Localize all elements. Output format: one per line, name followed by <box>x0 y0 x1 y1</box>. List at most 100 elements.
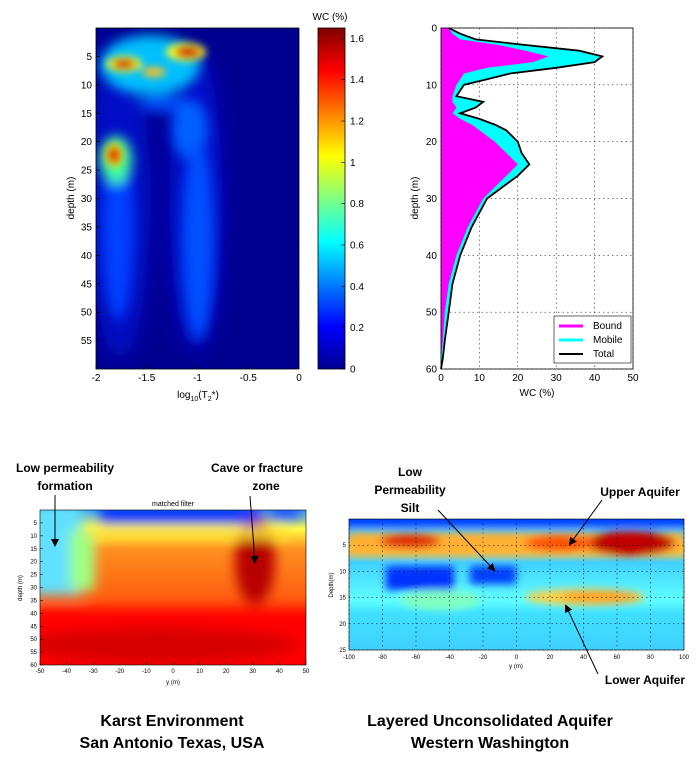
wash-upper-left-red <box>380 534 440 548</box>
profile-ticks: 0 10 20 30 40 50 0 10 20 30 40 50 60 <box>426 24 639 385</box>
karst-xtick-label: 20 <box>223 669 230 675</box>
wash-silt-left <box>386 566 454 590</box>
wash-ytick-label: 10 <box>339 569 346 575</box>
karst-top-blue <box>100 510 260 523</box>
profile-legend: Bound Mobile Total <box>553 315 632 364</box>
karst-xtick-label: -20 <box>115 669 124 675</box>
heatmap-t2-depth: -2 -1.5 -1 -0.5 0 5 10 15 20 25 30 35 40 45 50 55 depth… <box>66 27 302 403</box>
karst-xlabel: y (m) <box>166 680 180 686</box>
colorbar-label: WC (%) <box>313 12 348 23</box>
profile-ytick-label: 10 <box>426 80 438 91</box>
heatmap-ytick-label: 50 <box>81 308 93 319</box>
caption-layered-2: Western Washington <box>411 735 569 752</box>
annot-low-perm-silt-1: Low <box>398 465 423 479</box>
annot-lower-aquifer: Lower Aquifer <box>605 673 686 687</box>
karst-ytick-label: 5 <box>34 521 38 527</box>
profile-ytick-label: 60 <box>426 365 438 376</box>
heatmap-ytick-label: 55 <box>81 336 93 347</box>
profile-frame <box>440 27 634 370</box>
karst-xtick-label: -40 <box>62 669 71 675</box>
karst-ytick-label: 50 <box>30 637 37 643</box>
legend-label-total: Total <box>593 349 614 360</box>
colorbar-tick-label: 0 <box>350 365 356 376</box>
karst-ytick-label: 15 <box>30 547 37 553</box>
karst-xtick-label: -50 <box>36 669 45 675</box>
karst-ytick-label: 20 <box>30 560 37 566</box>
heatmap-xtick-label: -1.5 <box>138 373 156 384</box>
annot-cave-fracture-1: Cave or fracture <box>211 461 303 475</box>
arrow-low-perm-silt <box>437 509 496 572</box>
karst-deep-red <box>40 627 300 663</box>
heatmap-ticks: -2 -1.5 -1 -0.5 0 5 10 15 20 25 30 35 40 45 50 55 <box>81 52 302 384</box>
karst-ytick-label: 35 <box>30 598 37 604</box>
heatmap-xtick-label: -1 <box>193 373 202 384</box>
wash-xtick-label: 20 <box>547 655 554 661</box>
heatmap-xtick-label: -0.5 <box>240 373 258 384</box>
karst-xtick-label: 30 <box>249 669 256 675</box>
heatmap-ytick-label: 40 <box>81 251 93 262</box>
captions: Karst Environment San Antonio Texas, USA… <box>80 713 613 752</box>
colorbar-tick-label: 0.4 <box>350 282 364 293</box>
caption-karst-1: Karst Environment <box>100 713 244 730</box>
heatmap-xtick-label: 0 <box>296 373 302 384</box>
wash-xtick-label: -100 <box>343 655 356 661</box>
annot-low-perm-silt-3: Silt <box>401 501 420 515</box>
karst-xtick-label: 40 <box>276 669 283 675</box>
heatmap-ytick-label: 5 <box>86 52 92 63</box>
wash-ytick-label: 20 <box>339 622 346 628</box>
annotations: Low permeability formation Cave or fract… <box>16 461 685 687</box>
colorbar-gradient <box>317 27 346 370</box>
blob-upper-8m <box>142 67 166 77</box>
heatmap-ytick-label: 20 <box>81 137 93 148</box>
profile-ytick-label: 20 <box>426 137 438 148</box>
wash-upper-aquifer-core <box>585 531 675 555</box>
blob-upper-5m-core <box>175 46 201 58</box>
blob-bound-23m-core <box>108 147 120 163</box>
profile-xtick-label: 50 <box>627 373 639 384</box>
heatmap-ytick-label: 45 <box>81 279 93 290</box>
annot-upper-aquifer: Upper Aquifer <box>600 485 680 499</box>
annot-low-perm-formation-2: formation <box>37 479 92 493</box>
colorbar: WC (%) 0 0.2 0.4 0.6 0.8 1 1.2 1.4 1.6 <box>313 12 365 376</box>
karst-ytick-label: 30 <box>30 586 37 592</box>
colorbar-tick-label: 1.2 <box>350 117 364 128</box>
karst-ytick-label: 40 <box>30 611 37 617</box>
profile-xtick-label: 10 <box>474 373 486 384</box>
profile-ytick-label: 40 <box>426 251 438 262</box>
karst-xtick-label: 10 <box>196 669 203 675</box>
arrow-cave-fracture <box>249 495 259 564</box>
karst-ytick-label: 10 <box>30 534 37 540</box>
wash-ytick-label: 5 <box>343 543 347 549</box>
washington-heatmap: -100 -80 -60 -40 -20 0 20 40 60 80 100 5 10 15 20 25 De… <box>329 518 690 670</box>
profile-ylabel: depth (m) <box>410 177 421 220</box>
wash-left-green <box>400 590 480 610</box>
karst-ytick-label: 25 <box>30 573 37 579</box>
heatmap-ytick-label: 10 <box>81 80 93 91</box>
arrow-lower-aquifer <box>564 604 599 675</box>
karst-xtick-label: 50 <box>303 669 310 675</box>
karst-xtick-label: -30 <box>89 669 98 675</box>
wash-ytick-label: 25 <box>339 648 346 654</box>
heatmap-ytick-label: 15 <box>81 109 93 120</box>
wash-ytick-label: 15 <box>339 596 346 602</box>
colorbar-tick-label: 0.2 <box>350 323 364 334</box>
profile-ytick-label: 50 <box>426 308 438 319</box>
wash-xtick-label: -80 <box>378 655 387 661</box>
colorbar-tick-label: 1 <box>350 158 356 169</box>
heatmap-xlabel: log10(T2*) <box>177 390 219 403</box>
series-bound-area <box>441 28 549 369</box>
karst-ytick-label: 60 <box>30 663 37 669</box>
wc-profile-chart: 0 10 20 30 40 50 0 10 20 30 40 50 60 depth (m) WC (%… <box>410 24 639 400</box>
colorbar-tick-label: 0.8 <box>350 199 364 210</box>
heatmap-ytick-label: 35 <box>81 222 93 233</box>
series-total-line <box>440 27 605 370</box>
legend-label-mobile: Mobile <box>593 335 623 346</box>
legend-label-bound: Bound <box>593 321 622 332</box>
annot-low-perm-silt-2: Permeability <box>374 483 446 497</box>
karst-xtick-label: 0 <box>171 669 175 675</box>
karst-ytick-label: 55 <box>30 650 37 656</box>
heatmap-ytick-label: 30 <box>81 194 93 205</box>
wash-xtick-label: -40 <box>445 655 454 661</box>
karst-left-green <box>70 530 95 590</box>
